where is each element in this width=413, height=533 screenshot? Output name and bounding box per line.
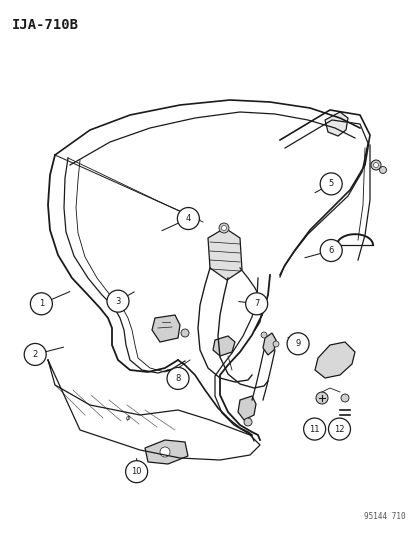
Circle shape xyxy=(159,447,170,457)
Circle shape xyxy=(243,418,252,426)
Circle shape xyxy=(272,341,278,347)
Text: 4: 4 xyxy=(185,214,190,223)
Text: 6: 6 xyxy=(328,246,333,255)
Circle shape xyxy=(373,163,377,167)
Text: $\phi$: $\phi$ xyxy=(124,413,131,423)
Circle shape xyxy=(370,160,380,170)
Text: 9: 9 xyxy=(295,340,300,348)
Text: 12: 12 xyxy=(333,425,344,433)
Text: IJA-710B: IJA-710B xyxy=(12,18,79,32)
Circle shape xyxy=(315,392,327,404)
Polygon shape xyxy=(314,342,354,378)
Polygon shape xyxy=(262,333,275,355)
Circle shape xyxy=(166,367,189,390)
Circle shape xyxy=(218,223,228,233)
Circle shape xyxy=(180,329,189,337)
Polygon shape xyxy=(207,228,242,280)
Circle shape xyxy=(30,293,52,315)
Text: 11: 11 xyxy=(309,425,319,433)
Circle shape xyxy=(260,332,266,338)
Polygon shape xyxy=(145,440,188,464)
Circle shape xyxy=(319,173,342,195)
Text: 95144 710: 95144 710 xyxy=(363,512,405,521)
Circle shape xyxy=(319,239,342,262)
Circle shape xyxy=(245,293,267,315)
Polygon shape xyxy=(152,315,180,342)
Polygon shape xyxy=(237,396,255,420)
Circle shape xyxy=(340,394,348,402)
Circle shape xyxy=(286,333,309,355)
Circle shape xyxy=(177,207,199,230)
Circle shape xyxy=(125,461,147,483)
Circle shape xyxy=(379,166,386,174)
Text: 10: 10 xyxy=(131,467,142,476)
Text: 7: 7 xyxy=(254,300,259,308)
Text: 3: 3 xyxy=(115,297,120,305)
Polygon shape xyxy=(212,336,235,356)
Circle shape xyxy=(328,418,350,440)
Circle shape xyxy=(24,343,46,366)
Text: 1: 1 xyxy=(39,300,44,308)
Polygon shape xyxy=(324,112,347,136)
Circle shape xyxy=(303,418,325,440)
Circle shape xyxy=(107,290,129,312)
Text: 5: 5 xyxy=(328,180,333,188)
Text: 2: 2 xyxy=(33,350,38,359)
Circle shape xyxy=(221,225,226,230)
Text: 8: 8 xyxy=(175,374,180,383)
